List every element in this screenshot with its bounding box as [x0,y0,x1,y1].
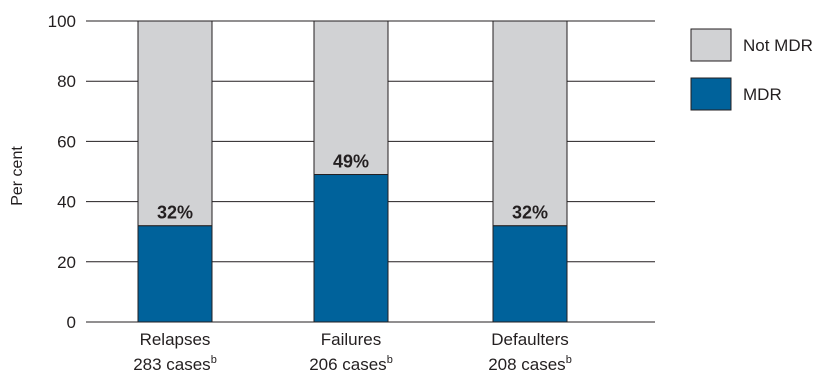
y-axis-label: Per cent [9,146,26,206]
data-label-defaulters: 32% [512,203,548,223]
y-tick-label-0: 0 [67,313,76,332]
category-label-defaulters: Defaulters [491,330,568,349]
category-sublabel-defaulters: 208 casesb [488,354,572,374]
y-tick-label-20: 20 [57,253,76,272]
bars [137,20,568,323]
bar-mdr-failures [313,174,389,323]
bar-mdr-defaulters [492,225,568,323]
case-count: 206 cases [309,355,387,374]
case-count: 283 cases [133,355,211,374]
footnote-marker: b [387,354,393,366]
y-tick-label-80: 80 [57,72,76,91]
y-tick-label-60: 60 [57,132,76,151]
legend-swatch-mdr [690,77,732,111]
legend: Not MDR MDR [690,28,813,111]
bar-mdr-relapses [137,225,213,323]
bar-not-mdr-failures [313,20,389,176]
data-label-failures: 49% [333,152,369,172]
category-sublabel-relapses: 283 casesb [133,354,217,374]
data-label-relapses: 32% [157,203,193,223]
data-labels: 32% 49% 32% [157,152,548,223]
y-axis-tick-labels: 0 20 40 60 80 100 [48,12,76,332]
legend-swatch-not-mdr [690,28,732,62]
case-count: 208 cases [488,355,566,374]
y-tick-label-40: 40 [57,193,76,212]
category-label-relapses: Relapses [140,330,211,349]
y-tick-label-100: 100 [48,12,76,31]
footnote-marker: b [566,354,572,366]
category-label-failures: Failures [321,330,381,349]
bar-not-mdr-defaulters [492,20,568,227]
legend-label-mdr: MDR [743,85,782,104]
bar-not-mdr-relapses [137,20,213,227]
legend-label-not-mdr: Not MDR [743,36,813,55]
category-sublabel-failures: 206 casesb [309,354,393,374]
footnote-marker: b [211,354,217,366]
